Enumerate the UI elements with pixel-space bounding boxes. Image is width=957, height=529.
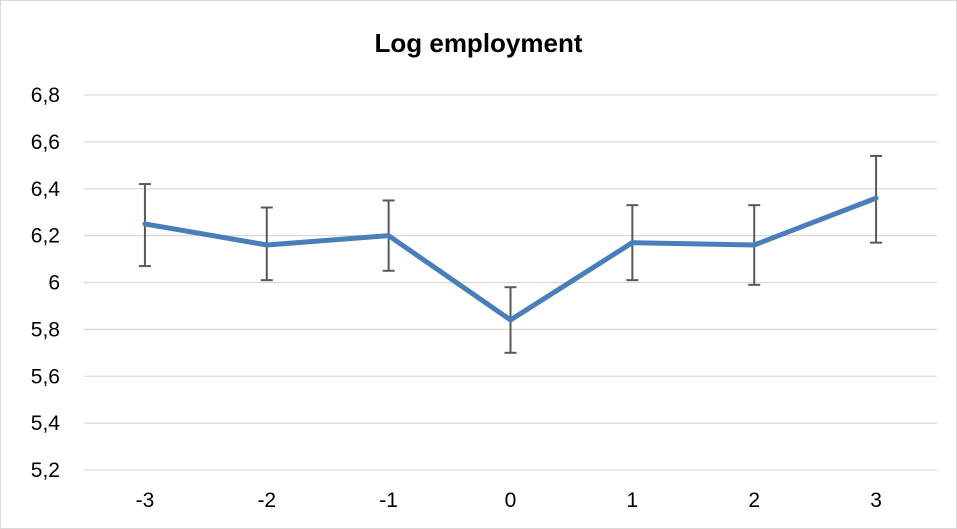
y-tick-label: 5,8 xyxy=(31,318,60,341)
y-tick-label: 6,4 xyxy=(31,178,61,201)
data-point xyxy=(388,235,390,237)
series-lines xyxy=(142,195,879,323)
y-axis-ticks: 5,2 5,4 5,6 5,8 6 6,2 6,4 6,6 6,8 xyxy=(31,84,61,482)
data-point xyxy=(753,244,755,246)
y-tick-label: 6,2 xyxy=(31,225,60,248)
data-point xyxy=(631,242,633,244)
data-point xyxy=(144,223,146,225)
x-axis-ticks: -3 -2 -1 0 1 2 3 xyxy=(136,489,882,512)
x-tick-label: -1 xyxy=(379,489,398,512)
x-tick-label: -2 xyxy=(257,489,276,512)
y-tick-label: 5,4 xyxy=(31,412,61,435)
y-tick-label: 6 xyxy=(48,272,60,295)
y-tick-label: 6,8 xyxy=(31,84,60,107)
x-tick-label: -3 xyxy=(136,489,155,512)
x-tick-label: 3 xyxy=(870,489,882,512)
y-tick-label: 6,6 xyxy=(31,131,60,154)
chart-title: Log employment xyxy=(374,28,583,58)
x-tick-label: 0 xyxy=(505,489,517,512)
error-bars xyxy=(138,154,883,354)
x-tick-label: 1 xyxy=(627,489,639,512)
data-point xyxy=(266,244,268,246)
y-tick-label: 5,6 xyxy=(31,365,60,388)
data-point xyxy=(510,319,511,321)
x-tick-label: 2 xyxy=(748,489,760,512)
data-point xyxy=(875,197,877,199)
gridlines xyxy=(84,94,937,471)
y-tick-label: 5,2 xyxy=(31,459,60,482)
